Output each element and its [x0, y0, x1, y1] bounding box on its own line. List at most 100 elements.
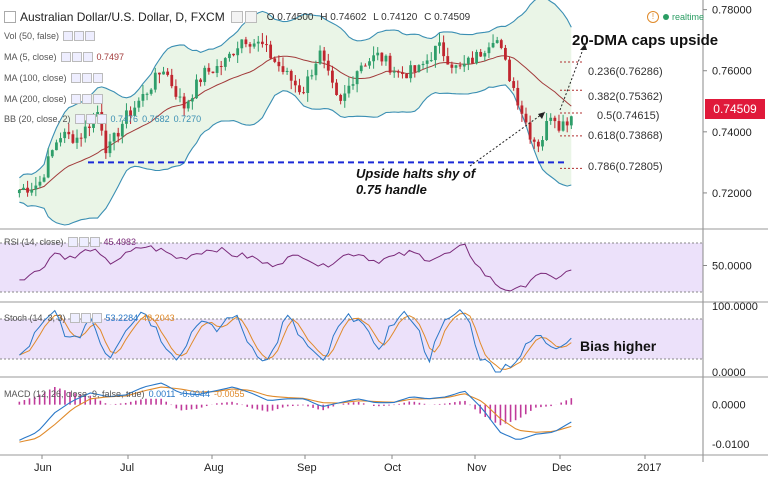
candle-body: [195, 79, 198, 99]
rsi-panel: [0, 242, 703, 293]
upside-arrow-head: [580, 44, 587, 50]
candle-body: [524, 113, 528, 123]
annotation-caps: 20-DMA caps upside: [572, 32, 719, 49]
candle-body: [306, 76, 310, 94]
candle-body: [318, 50, 322, 64]
legend-buttons[interactable]: [60, 52, 93, 62]
price-panel: [17, 0, 587, 226]
candle-body: [141, 94, 145, 101]
candle-body: [265, 44, 268, 46]
close-value: C 0.74509: [424, 11, 471, 23]
fib-label-0618: 0.618(0.73868): [588, 130, 663, 142]
candle-body: [396, 71, 400, 73]
candle-body: [158, 72, 161, 75]
candle-body: [466, 57, 470, 64]
candle-body: [512, 81, 516, 88]
collapse-icon[interactable]: [4, 11, 16, 23]
time-axis-label: Jul: [120, 462, 134, 474]
rsi-tick-label: 50.0000: [712, 261, 752, 273]
candle-body: [380, 52, 384, 62]
candle-body: [186, 101, 190, 109]
candle-body: [363, 65, 367, 67]
warning-icon[interactable]: !: [647, 11, 659, 23]
candle-body: [71, 134, 75, 143]
fib-label-0236: 0.236(0.76286): [588, 66, 663, 78]
bollinger-lower-band: [19, 84, 572, 226]
candle-body: [339, 94, 343, 101]
legend-vol[interactable]: Vol (50, false): [4, 31, 96, 41]
candle-body: [79, 137, 83, 139]
legend-stoch[interactable]: Stoch (14, 3, 3) 53.2284 48.2043: [4, 313, 175, 323]
candle-body: [199, 79, 202, 83]
legend-buttons[interactable]: [69, 313, 102, 323]
time-axis-label: Sep: [297, 462, 317, 474]
candle-body: [372, 55, 376, 62]
candle-body: [63, 131, 67, 139]
bollinger-fill: [19, 0, 572, 225]
symbol-title: Australian Dollar/U.S. Dollar, D, FXCM: [20, 10, 225, 24]
candle-body: [528, 122, 532, 140]
stoch-tick-label: 100.0000: [712, 301, 758, 313]
candle-body: [145, 93, 149, 95]
legend-ma200[interactable]: MA (200, close): [4, 94, 103, 104]
time-axis-label: Nov: [467, 462, 487, 474]
candle-body: [504, 47, 507, 60]
candle-body: [83, 126, 87, 139]
candle-body: [516, 87, 520, 106]
candle-body: [384, 55, 388, 62]
candle-body: [536, 141, 540, 147]
candle-body: [446, 56, 450, 65]
candle-body: [174, 86, 178, 97]
candle-body: [277, 61, 281, 67]
halts-arrow-head: [538, 112, 545, 119]
open-value: O 0.74500: [266, 11, 314, 23]
candle-body: [269, 44, 273, 59]
legend-ma100[interactable]: MA (100, close): [4, 73, 103, 83]
candle-body: [178, 96, 182, 98]
candle-body: [170, 74, 174, 87]
candle-body: [22, 187, 25, 191]
low-value: L 0.74120: [373, 11, 418, 23]
candle-body: [450, 64, 454, 68]
legend-rsi[interactable]: RSI (14, close) 45.4983: [4, 237, 137, 247]
price-tick-label: 0.72000: [712, 188, 752, 200]
legend-bb[interactable]: BB (20, close, 2) 0.7476 0.7682 0.7270: [4, 114, 202, 124]
candle-body: [508, 59, 511, 82]
candle-body: [67, 131, 71, 135]
candle-body: [401, 72, 404, 75]
candle-body: [252, 43, 256, 47]
candle-body: [458, 65, 462, 67]
annotation-halts-line2: 0.75 handle: [356, 182, 427, 197]
candle-body: [108, 141, 112, 154]
settings-icon[interactable]: [230, 11, 243, 23]
time-axis-label: 2017: [637, 462, 661, 474]
legend-buttons[interactable]: [70, 94, 103, 104]
candle-body: [495, 40, 499, 43]
candle-body: [438, 42, 441, 46]
candle-body: [442, 42, 446, 57]
candle-body: [182, 96, 186, 109]
legend-buttons[interactable]: [67, 237, 100, 247]
candle-body: [211, 71, 215, 73]
candle-body: [190, 98, 194, 102]
candle-body: [491, 42, 495, 48]
candle-body: [260, 41, 264, 45]
candle-body: [569, 116, 573, 126]
legend-buttons[interactable]: [70, 73, 103, 83]
candle-body: [34, 185, 38, 190]
candle-body: [314, 63, 318, 76]
candle-body: [166, 71, 170, 75]
last-price-tag: 0.74509: [705, 99, 765, 119]
candle-body: [392, 71, 396, 73]
candle-body: [281, 66, 285, 72]
candle-body: [355, 71, 359, 85]
close-icon[interactable]: [244, 11, 257, 23]
candle-body: [133, 107, 137, 116]
candle-body: [565, 121, 569, 126]
legend-buttons[interactable]: [62, 31, 96, 41]
legend-macd[interactable]: MACD (12, 26, close, 9, false, true) 0.0…: [4, 389, 245, 399]
candle-body: [331, 70, 334, 83]
price-tick-label: 0.76000: [712, 66, 752, 78]
legend-ma5[interactable]: MA (5, close) 0.7497: [4, 52, 125, 62]
legend-buttons[interactable]: [74, 114, 107, 124]
